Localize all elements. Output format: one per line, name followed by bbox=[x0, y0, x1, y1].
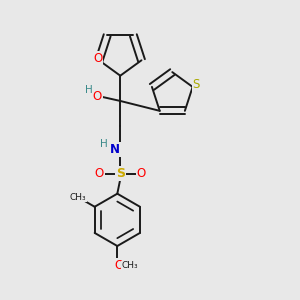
Text: S: S bbox=[116, 167, 125, 180]
Text: O: O bbox=[93, 52, 102, 65]
Text: CH₃: CH₃ bbox=[122, 261, 138, 270]
Text: N: N bbox=[110, 142, 120, 156]
Text: O: O bbox=[136, 167, 146, 180]
Text: O: O bbox=[114, 260, 123, 272]
Text: CH₃: CH₃ bbox=[70, 193, 86, 202]
Text: O: O bbox=[93, 90, 102, 103]
Text: H: H bbox=[100, 139, 108, 149]
Text: S: S bbox=[193, 78, 200, 91]
Text: H: H bbox=[85, 85, 92, 95]
Text: O: O bbox=[95, 167, 104, 180]
